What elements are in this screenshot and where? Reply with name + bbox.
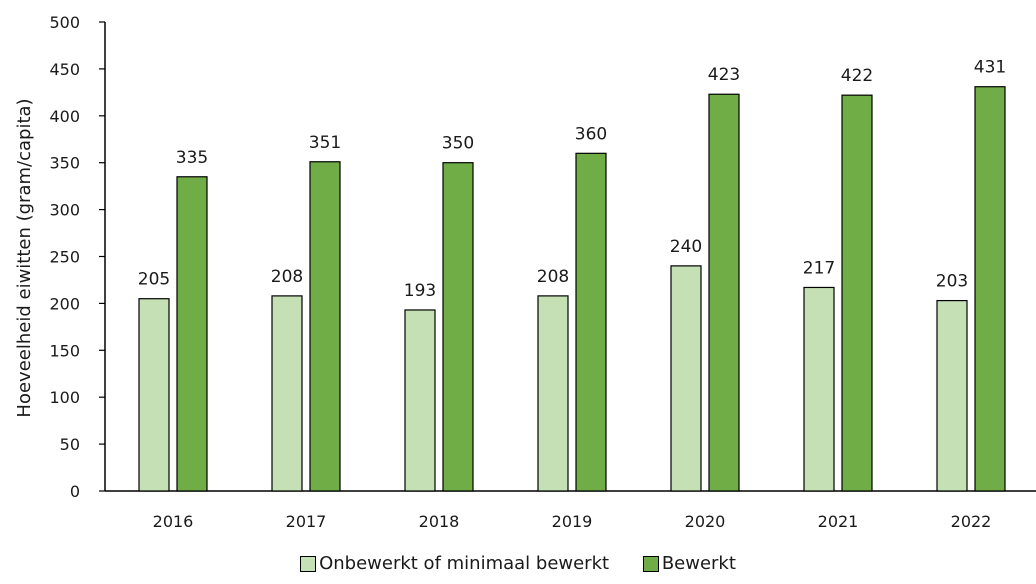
- y-tick-label: 250: [49, 248, 80, 267]
- legend-swatch-bewerkt: [642, 555, 659, 572]
- data-label: 240: [670, 237, 702, 257]
- bar-bewerkt: [309, 161, 341, 492]
- y-tick-label: 400: [49, 107, 80, 126]
- data-label: 360: [575, 124, 607, 144]
- y-tick-label: 500: [49, 13, 80, 32]
- legend-label-onbewerkt: Onbewerkt of minimaal bewerkt: [319, 553, 610, 574]
- legend-label-bewerkt: Bewerkt: [661, 553, 736, 574]
- y-tick-label: 200: [49, 294, 80, 313]
- data-label: 217: [803, 258, 835, 278]
- data-label: 208: [537, 267, 569, 287]
- x-tick-label: 2020: [685, 512, 726, 531]
- data-label: 351: [309, 133, 341, 153]
- data-label: 350: [442, 134, 474, 154]
- y-tick-label: 300: [49, 201, 80, 220]
- y-axis: 0 50 100 150 200 250 300 350 400 450 500: [49, 13, 106, 501]
- data-label: 422: [841, 66, 873, 86]
- data-label: 203: [936, 272, 968, 292]
- bar-onbewerkt: [138, 298, 170, 492]
- bar-onbewerkt: [936, 299, 968, 492]
- bar-bewerkt: [575, 152, 607, 492]
- x-tick-label: 2018: [419, 512, 460, 531]
- y-tick-label: 100: [49, 388, 80, 407]
- y-tick-label: 150: [49, 341, 80, 360]
- bar-onbewerkt: [271, 295, 303, 492]
- x-axis: 2016 2017 2018 2019 2020 2021 2022: [105, 490, 1036, 531]
- data-labels: 205 335 208 351 193 350 208 360 240 423 217 422 203 4…: [138, 58, 1006, 301]
- x-tick-label: 2019: [552, 512, 593, 531]
- legend: Onbewerkt of minimaal bewerkt Bewerkt: [0, 553, 1036, 577]
- y-tick-label: 0: [70, 482, 80, 501]
- y-axis-title: Hoeveelheid eiwitten (gram/capita): [14, 98, 35, 417]
- data-label: 205: [138, 270, 170, 290]
- bar-bewerkt: [841, 94, 873, 492]
- x-tick-label: 2017: [286, 512, 327, 531]
- legend-item-bewerkt: Bewerkt: [642, 553, 736, 574]
- bar-bewerkt: [708, 93, 740, 492]
- y-tick-label: 450: [49, 60, 80, 79]
- bar-bewerkt: [442, 162, 474, 492]
- data-label: 431: [974, 58, 1006, 78]
- bars: [138, 86, 1006, 492]
- data-label: 208: [271, 267, 303, 287]
- bar-bewerkt: [974, 86, 1006, 492]
- legend-item-onbewerkt: Onbewerkt of minimaal bewerkt: [300, 553, 609, 574]
- x-tick-label: 2016: [153, 512, 194, 531]
- data-label: 335: [176, 148, 208, 168]
- x-tick-label: 2022: [951, 512, 992, 531]
- bar-onbewerkt: [803, 286, 835, 492]
- bar-onbewerkt: [670, 265, 702, 492]
- data-label: 423: [708, 65, 740, 85]
- y-tick-label: 50: [60, 435, 80, 454]
- y-tick-label: 350: [49, 154, 80, 173]
- data-label: 193: [404, 281, 436, 301]
- bar-onbewerkt: [404, 309, 436, 492]
- bar-onbewerkt: [537, 295, 569, 492]
- bar-bewerkt: [176, 176, 208, 492]
- x-tick-label: 2021: [818, 512, 859, 531]
- legend-swatch-onbewerkt: [300, 555, 317, 572]
